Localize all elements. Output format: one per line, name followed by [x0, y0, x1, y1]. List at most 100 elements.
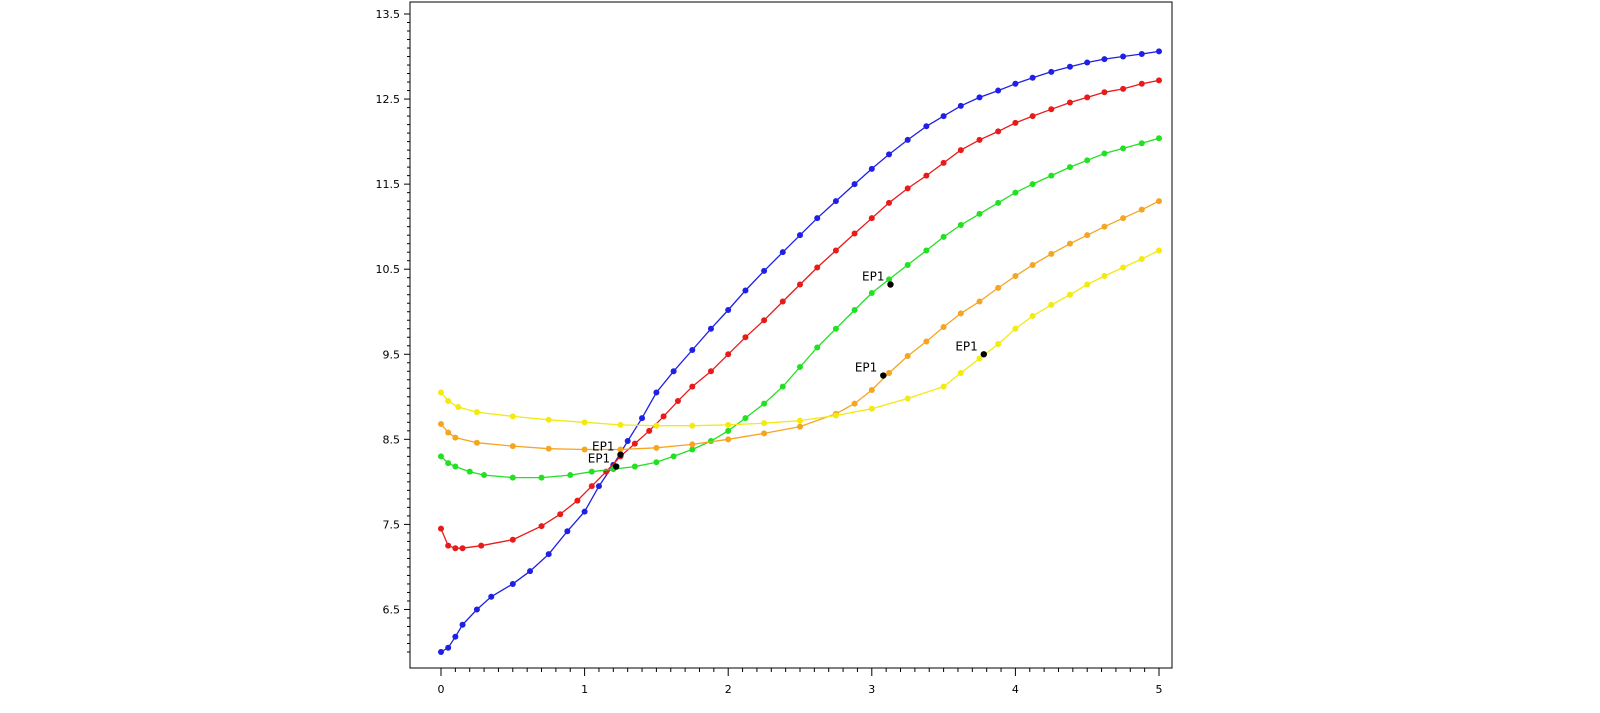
data-point — [438, 389, 444, 396]
y-tick-label: 7.5 — [383, 518, 401, 531]
data-point — [995, 87, 1002, 94]
data-point — [653, 422, 660, 429]
data-point — [1048, 68, 1055, 75]
data-point — [1156, 48, 1162, 55]
data-point — [1101, 150, 1108, 157]
data-point — [851, 307, 858, 314]
data-point — [670, 368, 677, 375]
data-point — [957, 102, 964, 109]
series-5 — [438, 247, 1162, 429]
data-point — [1156, 77, 1162, 84]
data-point — [832, 412, 839, 419]
y-tick-label: 8.5 — [383, 433, 401, 446]
data-point — [588, 468, 595, 475]
series-1 — [438, 48, 1162, 655]
data-point — [814, 344, 821, 351]
ep1-label: EP1 — [588, 452, 610, 466]
data-point — [940, 324, 947, 331]
data-point — [761, 420, 768, 427]
data-point — [581, 419, 588, 426]
data-point — [957, 147, 964, 154]
data-point — [976, 136, 983, 143]
data-point — [595, 483, 602, 490]
ep1-annotation: EP1 — [862, 270, 894, 288]
ep1-label: EP1 — [855, 361, 877, 375]
data-point — [995, 341, 1002, 348]
data-point — [797, 364, 803, 371]
ep1-label: EP1 — [862, 270, 884, 284]
ep1-marker — [612, 463, 620, 470]
data-point — [581, 446, 588, 453]
data-point — [653, 444, 660, 451]
data-point — [1048, 172, 1055, 179]
data-point — [707, 325, 714, 332]
data-point — [886, 151, 893, 158]
data-point — [631, 440, 638, 447]
data-point — [473, 606, 480, 613]
ep1-annotation: EP1 — [955, 339, 988, 358]
data-point — [1029, 181, 1036, 188]
data-point — [851, 181, 858, 188]
data-point — [1101, 273, 1108, 280]
data-point — [957, 310, 964, 317]
data-point — [923, 172, 930, 179]
data-point — [868, 165, 875, 172]
ep1-annotation: EP1 — [592, 440, 624, 458]
data-point — [689, 422, 696, 429]
data-point — [438, 421, 444, 428]
ep1-marker — [617, 451, 624, 458]
data-point — [1156, 198, 1162, 205]
y-axis: 6.5 7.5 8.5 9.5 10.5 11.5 12.5 13.5 — [376, 8, 410, 653]
data-point — [1120, 145, 1127, 152]
x-tick-label: 3 — [868, 683, 875, 696]
y-tick-label: 10.5 — [376, 263, 401, 276]
series-2 — [438, 77, 1162, 552]
series-3 — [438, 135, 1162, 481]
data-point — [976, 355, 983, 362]
data-point — [481, 472, 488, 479]
data-point — [1066, 63, 1073, 70]
series-layer — [438, 48, 1162, 655]
data-point — [940, 233, 947, 240]
series-line — [440, 50, 1160, 653]
data-point — [1138, 255, 1145, 262]
data-point — [1066, 240, 1073, 247]
data-point — [459, 545, 466, 552]
series-line — [440, 137, 1160, 479]
y-tick-label: 12.5 — [376, 93, 401, 106]
data-point — [886, 199, 893, 206]
data-point — [832, 198, 839, 205]
data-point — [1012, 325, 1019, 332]
data-point — [904, 261, 911, 268]
data-point — [923, 338, 930, 345]
data-point — [995, 199, 1002, 206]
data-point — [742, 415, 749, 422]
data-point — [545, 445, 552, 452]
data-point — [1048, 301, 1055, 308]
data-point — [886, 276, 893, 283]
ep1-label: EP1 — [955, 339, 977, 353]
y-tick-label: 6.5 — [383, 603, 401, 616]
data-point — [527, 568, 534, 575]
data-point — [976, 298, 983, 305]
data-point — [1120, 53, 1127, 60]
data-point — [452, 633, 459, 640]
data-point — [725, 427, 732, 434]
data-point — [904, 185, 911, 192]
data-point — [725, 351, 732, 358]
data-point — [445, 460, 452, 467]
y-tick-label: 11.5 — [376, 178, 401, 191]
data-point — [1138, 80, 1145, 87]
data-point — [1084, 232, 1091, 239]
data-point — [923, 247, 930, 254]
data-point — [886, 369, 893, 376]
data-point — [1084, 59, 1091, 66]
data-point — [660, 413, 667, 420]
data-point — [761, 267, 768, 274]
data-point — [452, 434, 459, 441]
data-point — [653, 459, 660, 466]
data-point — [904, 395, 911, 402]
data-point — [797, 281, 803, 288]
data-point — [1156, 247, 1162, 254]
data-point — [742, 287, 749, 294]
